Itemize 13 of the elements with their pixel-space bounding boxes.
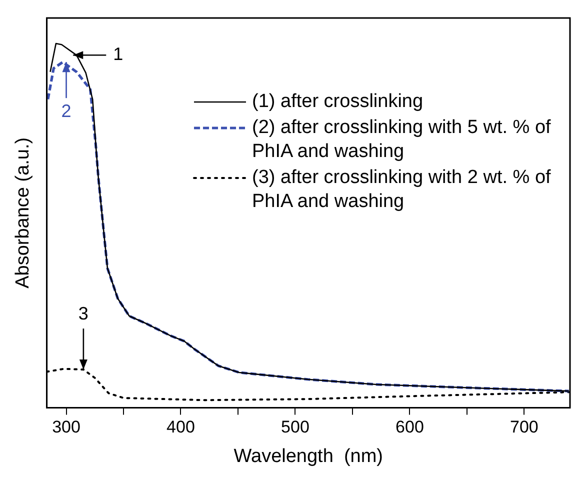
x-tick-label: 400 (166, 418, 195, 437)
x-tick-label: 300 (52, 418, 80, 437)
legend-label: (1) after crosslinking (252, 90, 424, 114)
legend-label: (3) after crosslinking with 2 wt. % of PhIA and washing (252, 166, 552, 214)
x-axis-title: Wavelength (nm) (234, 446, 384, 467)
annotation: 3 (78, 304, 88, 324)
legend-label: (2) after crosslinking with 5 wt. % of PhIA and washing (252, 116, 552, 164)
x-tick-label: 600 (396, 418, 424, 437)
y-axis-title: Absorbance (a.u.) (12, 137, 34, 288)
annotation: 1 (113, 44, 124, 64)
x-tick-label: 500 (281, 418, 310, 437)
x-tick-label: 700 (510, 418, 538, 437)
annotation: 2 (61, 101, 72, 122)
